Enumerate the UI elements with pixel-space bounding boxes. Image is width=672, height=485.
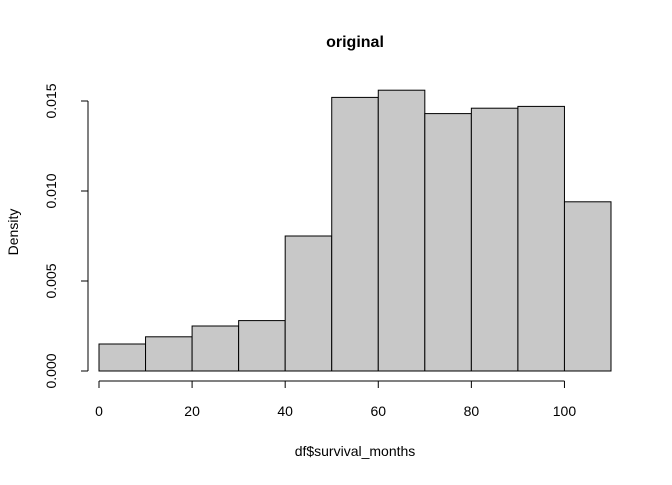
histogram-bar-0 [98, 343, 147, 372]
y-tick-label: 0.015 [43, 83, 59, 118]
y-tick-label: 0.005 [43, 263, 59, 298]
x-tick-label: 60 [370, 403, 386, 419]
bars-group [98, 89, 612, 372]
histogram-bar-1 [145, 336, 193, 372]
x-tick-label: 0 [95, 403, 103, 419]
histogram-bar-10 [563, 201, 612, 372]
x-tick-label: 40 [277, 403, 293, 419]
histogram-bar-3 [238, 320, 286, 372]
x-axis-label: df$survival_months [295, 443, 416, 459]
histogram-bar-6 [377, 89, 426, 372]
histogram-bar-2 [191, 325, 240, 372]
y-tick-label: 0.010 [43, 173, 59, 208]
y-axis: 0.000 0.005 0.010 0.015 [43, 83, 89, 389]
x-tick-label: 80 [464, 403, 480, 419]
histogram-bar-7 [424, 113, 472, 372]
chart-title: original [326, 34, 384, 51]
x-axis: 0 20 40 60 80 100 [95, 380, 577, 419]
x-tick-label: 20 [184, 403, 200, 419]
histogram-bar-8 [470, 107, 519, 372]
y-tick-label: 0.000 [43, 353, 59, 388]
histogram-bar-5 [331, 96, 379, 372]
x-tick-label: 100 [553, 403, 577, 419]
histogram-bar-4 [284, 235, 333, 372]
y-axis-label: Density [5, 209, 21, 256]
histogram-bar-9 [517, 105, 565, 372]
